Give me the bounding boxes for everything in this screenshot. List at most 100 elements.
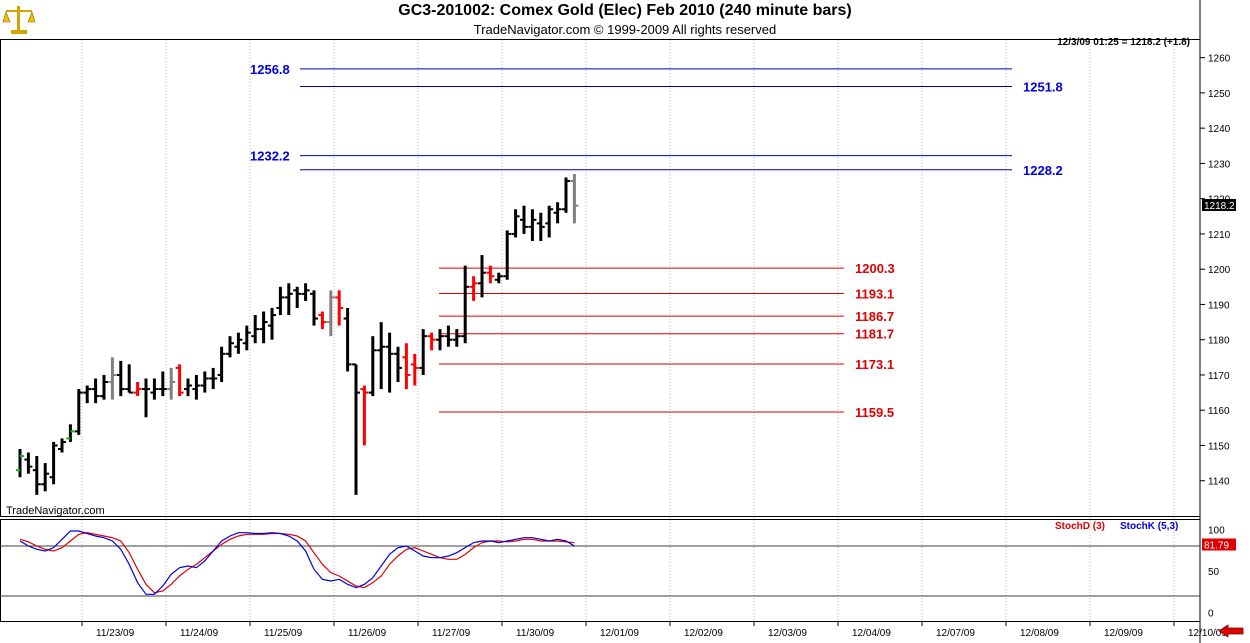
x-tick-label: 11/27/09 — [432, 628, 471, 639]
red-level-label: 1173.1 — [855, 357, 894, 372]
x-tick-label: 11/24/09 — [180, 628, 219, 639]
stoch-last-box — [1202, 538, 1236, 551]
price-bar — [251, 315, 260, 344]
y-tick-label: 1230 — [1208, 159, 1231, 170]
price-bar — [536, 212, 545, 241]
x-tick-label: 11/23/09 — [96, 628, 135, 639]
price-bar — [326, 290, 335, 337]
red-level-label: 1186.7 — [855, 309, 894, 324]
price-bar — [436, 329, 444, 351]
watermark-text: TradeNavigator.com — [6, 505, 105, 517]
y-tick-label: 1150 — [1208, 441, 1230, 452]
price-bar — [452, 329, 461, 347]
price-bar — [461, 265, 470, 344]
price-bar — [133, 382, 142, 397]
last-price-info: 12/3/09 01:25 = 1218.2 (+1.8) — [1057, 37, 1190, 48]
price-bar — [377, 322, 386, 390]
stoch-legend-entry: StochK (5,3) — [1120, 521, 1178, 532]
scroll-left-arrow-icon[interactable] — [1218, 624, 1244, 638]
stoch-series-line — [19, 530, 575, 595]
price-bar — [503, 230, 512, 280]
blue-level-label: 1256.8 — [250, 62, 290, 77]
stoch-last-label: 81.79 — [1204, 541, 1229, 552]
y-tick-label: 1240 — [1208, 124, 1231, 135]
red-level-label: 1193.1 — [855, 287, 894, 302]
last-price-box — [1202, 199, 1236, 212]
x-tick-label: 11/30/09 — [516, 628, 555, 639]
stoch-series-line — [19, 532, 575, 594]
price-bar — [66, 424, 75, 442]
price-bar — [150, 378, 159, 400]
price-bar — [520, 205, 528, 234]
y-tick-label: 1250 — [1208, 89, 1231, 100]
blue-level-label: 1232.2 — [250, 149, 290, 164]
price-bar — [242, 325, 251, 351]
price-bar — [469, 276, 478, 301]
price-bar — [368, 336, 377, 397]
price-bar — [142, 378, 150, 418]
price-bar — [511, 209, 520, 238]
price-bar — [486, 265, 495, 284]
price-panel-frame — [0, 39, 1201, 517]
y-tick-label: 1180 — [1208, 336, 1230, 347]
price-bar — [394, 346, 402, 383]
price-bar — [553, 202, 562, 224]
copyright-text: TradeNavigator.com © 1999-2009 All right… — [473, 22, 777, 37]
price-bar — [427, 332, 436, 351]
blue-level-label: 1251.8 — [1023, 80, 1063, 95]
x-tick-label: 11/25/09 — [264, 628, 303, 639]
price-bar — [74, 389, 83, 435]
price-bar — [494, 272, 503, 284]
price-bar — [226, 336, 234, 358]
price-bar — [58, 438, 66, 453]
y-tick-label: 1200 — [1208, 265, 1231, 276]
x-tick-label: 12/02/09 — [684, 628, 723, 639]
stoch-panel-frame — [0, 519, 1201, 622]
price-bar — [108, 357, 117, 400]
price-bar — [284, 283, 293, 316]
price-bar — [293, 286, 302, 308]
blue-level-label: 1228.2 — [1023, 163, 1063, 178]
stoch-tick-label: 50 — [1208, 567, 1220, 578]
price-bar — [570, 173, 579, 224]
price-bar — [343, 307, 352, 372]
red-level-label: 1181.7 — [855, 327, 894, 342]
x-tick-label: 12/08/09 — [1020, 628, 1059, 639]
price-bar — [209, 367, 218, 390]
price-bar — [234, 332, 243, 354]
price-bar — [301, 283, 310, 301]
price-bar — [192, 374, 201, 400]
price-bar — [91, 378, 100, 404]
price-bar — [318, 311, 327, 330]
chart-title: GC3-201002: Comex Gold (Elec) Feb 2010 (… — [398, 2, 852, 19]
y-tick-label: 1160 — [1208, 406, 1230, 417]
x-tick-label: 12/04/09 — [852, 628, 891, 639]
price-bar — [100, 374, 108, 400]
price-bar — [167, 367, 176, 400]
y-tick-label: 1170 — [1208, 371, 1230, 382]
price-bar — [41, 463, 50, 492]
x-tick-label: 12/09/09 — [1104, 628, 1143, 639]
price-bar — [32, 456, 41, 495]
price-bar — [402, 343, 411, 390]
price-bar — [217, 346, 226, 383]
y-tick-label: 1220 — [1208, 195, 1231, 206]
y-tick-label: 1210 — [1208, 230, 1231, 241]
stoch-tick-label: 0 — [1208, 609, 1214, 620]
y-tick-label: 1140 — [1208, 477, 1230, 488]
price-bar — [16, 449, 24, 478]
x-tick-label: 12/01/09 — [600, 628, 639, 639]
price-bar — [276, 286, 285, 316]
price-bar — [83, 385, 92, 404]
y-tick-label: 1190 — [1208, 300, 1230, 311]
red-level-label: 1159.5 — [855, 405, 894, 420]
price-bar — [335, 290, 344, 326]
red-level-label: 1200.3 — [855, 261, 895, 276]
price-bar — [562, 177, 570, 213]
price-bar — [545, 205, 554, 238]
y-tick-label: 1260 — [1208, 54, 1231, 65]
x-tick-label: 12/03/09 — [768, 628, 807, 639]
price-bar — [410, 353, 419, 386]
